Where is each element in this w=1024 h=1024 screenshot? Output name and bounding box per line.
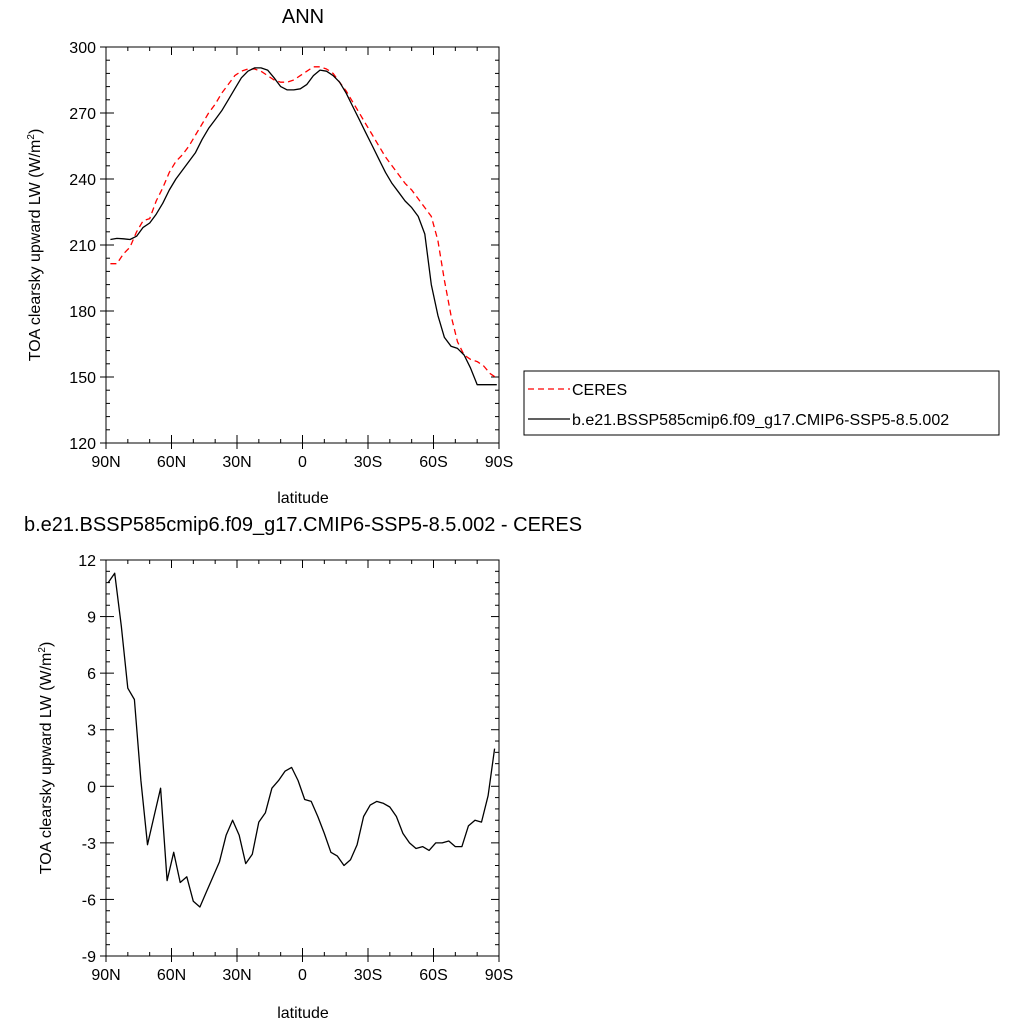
- y-tick-label: -3: [82, 836, 96, 853]
- x-tick-label: 90N: [91, 454, 120, 471]
- top-tick-layer: 90N 60N 30N 0 30S 60S 90S 120 150 180 210 240 270 300: [69, 40, 513, 471]
- bottom-series-line-model: [107, 572, 496, 908]
- top-y-axis-label-close: ): [27, 129, 44, 134]
- y-tick-label: 12: [78, 553, 96, 570]
- y-tick-label: 6: [87, 666, 96, 683]
- top-plot-frame: [105, 46, 500, 444]
- legend-box: [523, 370, 1000, 436]
- bottom-y-axis-label-main: TOA clearsky upward LW (W/m: [38, 653, 55, 875]
- bottom-y-axis-label: TOA clearsky upward LW (W/m2): [37, 642, 55, 875]
- top-series-layer: [110, 66, 498, 386]
- y-tick-label: 270: [69, 106, 96, 123]
- x-tick-label: 30N: [222, 967, 251, 984]
- y-tick-label: 0: [87, 779, 96, 796]
- bottom-chart-title: b.e21.BSSP585cmip6.f09_g17.CMIP6-SSP5-8.…: [24, 514, 582, 536]
- y-tick-label: 240: [69, 172, 96, 189]
- x-tick-label: 30S: [354, 454, 382, 471]
- x-tick-label: 90S: [485, 454, 513, 471]
- y-tick-label: -6: [82, 892, 96, 909]
- top-series-line-ceres: [110, 66, 498, 379]
- top-chart-title: ANN: [282, 6, 324, 28]
- x-tick-label: 90N: [91, 967, 120, 984]
- bottom-tick-layer: 90N 60N 30N 0 30S 60S 90S -9 -6 -3 0 3 6 9 12: [78, 553, 513, 984]
- y-tick-label: -9: [82, 949, 96, 966]
- x-tick-label: 30N: [222, 454, 251, 471]
- bottom-panel: b.e21.BSSP585cmip6.f09_g17.CMIP6-SSP5-8.…: [24, 514, 582, 1022]
- y-tick-label: 210: [69, 238, 96, 255]
- top-panel: ANN 90N 60N 30N 0 30S 60S 90S 120 150 180 210 240 27…: [26, 6, 513, 507]
- top-series-line-model: [110, 67, 497, 386]
- bottom-y-axis-label-close: ): [38, 642, 55, 647]
- bottom-plot-frame: [105, 559, 500, 957]
- legend: CERES b.e21.BSSP585cmip6.f09_g17.CMIP6-S…: [523, 370, 1000, 436]
- y-tick-label: 150: [69, 370, 96, 387]
- x-tick-label: 30S: [354, 967, 382, 984]
- y-tick-label: 300: [69, 40, 96, 57]
- x-tick-label: 90S: [485, 967, 513, 984]
- top-x-axis-label: latitude: [277, 490, 329, 507]
- x-tick-label: 0: [298, 454, 307, 471]
- legend-label-ceres: CERES: [572, 382, 627, 399]
- y-tick-label: 3: [87, 723, 96, 740]
- bottom-x-axis-label: latitude: [277, 1005, 329, 1022]
- legend-label-model: b.e21.BSSP585cmip6.f09_g17.CMIP6-SSP5-8.…: [572, 412, 949, 429]
- bottom-y-axis-label-sup: 2: [37, 647, 48, 653]
- y-tick-label: 180: [69, 304, 96, 321]
- x-tick-label: 60N: [157, 967, 186, 984]
- bottom-series-layer: [107, 572, 496, 908]
- x-tick-label: 0: [298, 967, 307, 984]
- top-y-axis-label-sup: 2: [26, 134, 37, 140]
- x-tick-label: 60S: [419, 967, 447, 984]
- y-tick-label: 120: [69, 436, 96, 453]
- top-y-axis-label: TOA clearsky upward LW (W/m2): [26, 129, 44, 362]
- x-tick-label: 60N: [157, 454, 186, 471]
- top-y-axis-label-main: TOA clearsky upward LW (W/m: [27, 140, 44, 362]
- x-tick-label: 60S: [419, 454, 447, 471]
- y-tick-label: 9: [87, 610, 96, 627]
